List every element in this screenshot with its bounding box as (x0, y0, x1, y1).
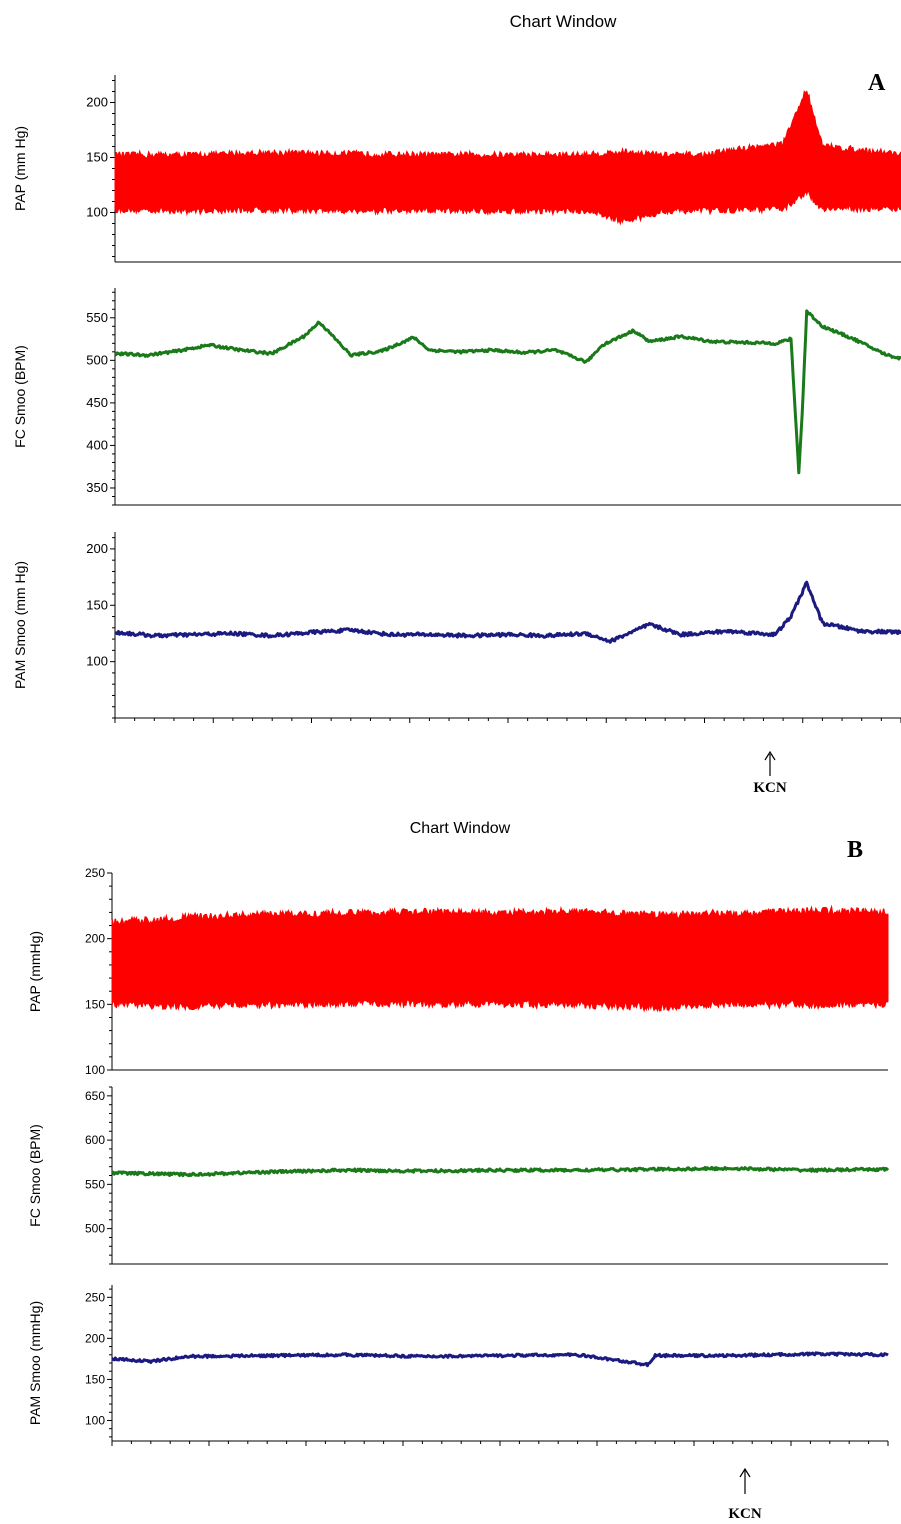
y-tick-label: 100 (85, 1063, 105, 1077)
y-tick-label: 500 (85, 1222, 105, 1236)
series-diastolic-line (111, 996, 889, 1013)
y-tick-label: 100 (86, 654, 108, 669)
panel-a-letter: A (868, 70, 886, 96)
y-axis-label: FC Smoo (BPM) (12, 345, 28, 448)
kcn-arrow-a-head (764, 750, 776, 761)
series-line (111, 1165, 890, 1178)
series-systolic-line (114, 90, 901, 162)
y-tick-label: 550 (85, 1177, 105, 1191)
y-axis-label: PAP (mm Hg) (12, 126, 28, 211)
kcn-arrow-b-head (739, 1467, 751, 1478)
y-axis-label: PAM Smoo (mm Hg) (12, 561, 28, 689)
pressure-envelope (114, 90, 901, 225)
panel-a-title: Chart Window (510, 12, 617, 31)
kcn-annotation-b: KCN (728, 1467, 762, 1522)
y-axis-label: FC Smoo (BPM) (27, 1124, 43, 1227)
y-tick-label: 500 (86, 352, 108, 367)
kcn-label-a: KCN (753, 780, 787, 796)
y-tick-label: 450 (86, 395, 108, 410)
y-tick-label: 100 (85, 1413, 105, 1427)
y-tick-label: 650 (85, 1089, 105, 1103)
y-tick-label: 100 (86, 205, 108, 220)
y-tick-label: 150 (86, 150, 108, 165)
chart-b-pam: 100 150 200 250 PAM Smoo (mmHg) (27, 1285, 889, 1446)
y-tick-label: 150 (85, 1372, 105, 1386)
y-axis-label: PAP (mmHg) (27, 931, 43, 1012)
y-tick-label: 200 (86, 541, 108, 556)
y-tick-label: 350 (86, 480, 108, 495)
chart-a-pap: 100 150 200 PAP (mm Hg) (12, 75, 901, 263)
y-axis-label: PAM Smoo (mmHg) (27, 1301, 43, 1425)
pressure-envelope (111, 905, 889, 1012)
chart-a-fc: 350 400 450 500 550 FC Smoo (BPM) (12, 288, 901, 506)
series-line (111, 1351, 889, 1368)
panel-a: Chart Window A 100 150 200 PAP (mm Hg) 350 4… (12, 12, 901, 796)
series-line (114, 580, 901, 644)
chart-a-pam: 100 150 200 PAM Smoo (mm Hg) (12, 532, 901, 723)
y-tick-label: 200 (85, 932, 105, 946)
y-tick-label: 200 (86, 95, 108, 110)
series-systolic-line (111, 904, 889, 930)
panel-b: Chart Window B 100 150 200 250 PAP (mmHg) 50… (27, 820, 890, 1522)
panel-b-letter: B (847, 837, 863, 863)
y-tick-label: 150 (85, 997, 105, 1011)
y-tick-label: 200 (85, 1331, 105, 1345)
y-tick-label: 550 (86, 310, 108, 325)
y-tick-label: 150 (86, 597, 108, 612)
chart-b-fc: 500 550 600 650 FC Smoo (BPM) (27, 1086, 890, 1265)
series-line (114, 309, 901, 475)
y-tick-label: 400 (86, 437, 108, 452)
kcn-label-b: KCN (728, 1506, 762, 1522)
chart-b-pap: 100 150 200 250 PAP (mmHg) (27, 866, 889, 1077)
series-diastolic-line (114, 189, 901, 226)
kcn-annotation-a: KCN (753, 750, 787, 796)
y-tick-label: 250 (85, 1290, 105, 1304)
y-tick-label: 250 (85, 866, 105, 880)
panel-b-title: Chart Window (410, 820, 511, 837)
y-tick-label: 600 (85, 1133, 105, 1147)
